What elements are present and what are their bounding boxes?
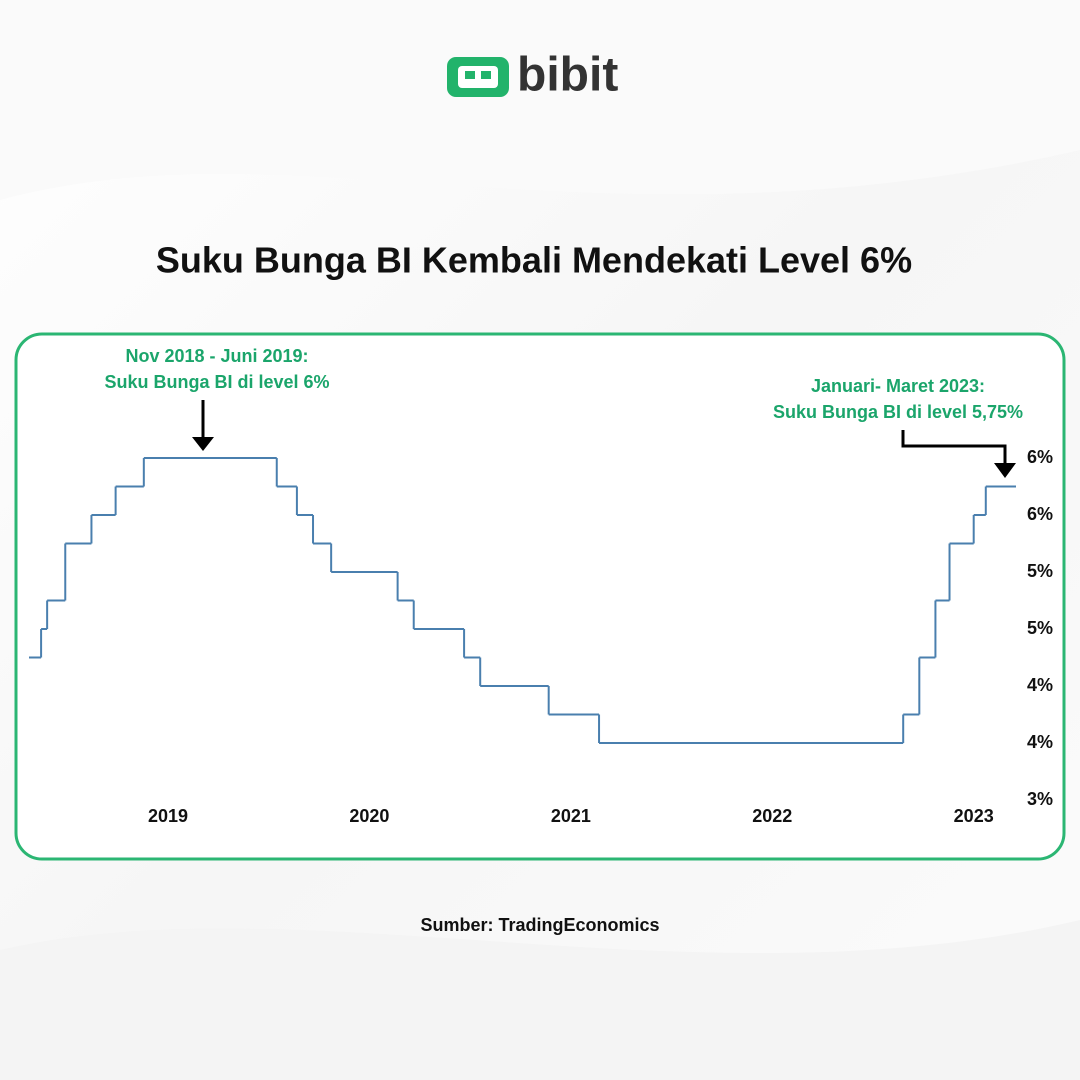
annotation: Nov 2018 - Juni 2019: (125, 346, 308, 366)
chart-frame (14, 332, 1066, 861)
y-tick-label: 6% (1027, 447, 1053, 467)
x-tick-label: 2023 (954, 806, 994, 826)
x-tick-label: 2019 (148, 806, 188, 826)
annotation-arrow (901, 430, 1016, 478)
x-tick-label: 2022 (752, 806, 792, 826)
bg-wave (0, 0, 1080, 200)
logo-eye (481, 71, 491, 79)
source: Sumber: TradingEconomics (420, 915, 659, 935)
y-tick-label: 4% (1027, 732, 1053, 752)
x-tick-label: 2021 (551, 806, 591, 826)
logo-text: bibit (517, 49, 618, 102)
annotation: Januari- Maret 2023: (811, 376, 985, 396)
y-tick-label: 5% (1027, 561, 1053, 581)
y-tick-label: 3% (1027, 789, 1053, 809)
plot: 6% 6% 5% 5% 4% 4% 3% 2019 2020 2021 2022 2023 (29, 447, 1053, 826)
chart-title: Suku Bunga BI Kembali Mendekati Level 6% (156, 240, 912, 281)
logo: bibit (447, 49, 618, 102)
y-tick-label: 6% (1027, 504, 1053, 524)
logo-eye (465, 71, 475, 79)
bg-wave (0, 920, 1080, 1080)
y-tick-label: 4% (1027, 675, 1053, 695)
annotation: Suku Bunga BI di level 6% (104, 372, 329, 392)
logo-icon-inner (458, 66, 498, 88)
x-tick-label: 2020 (349, 806, 389, 826)
annotation: Suku Bunga BI di level 5,75% (773, 402, 1023, 422)
annotation-arrow (192, 400, 214, 451)
y-tick-label: 5% (1027, 618, 1053, 638)
